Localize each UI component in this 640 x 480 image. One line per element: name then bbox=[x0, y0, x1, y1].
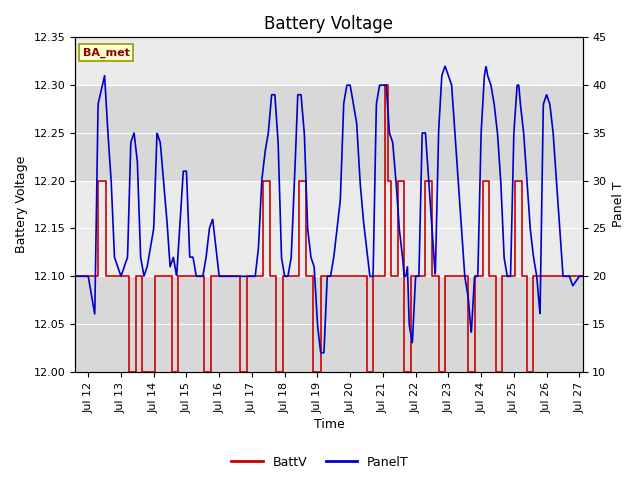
Legend: BattV, PanelT: BattV, PanelT bbox=[227, 451, 413, 474]
Bar bbox=[75, 276, 582, 372]
Title: Battery Voltage: Battery Voltage bbox=[264, 15, 394, 33]
X-axis label: Time: Time bbox=[314, 419, 344, 432]
Text: BA_met: BA_met bbox=[83, 48, 130, 58]
Y-axis label: Battery Voltage: Battery Voltage bbox=[15, 156, 28, 253]
Y-axis label: Panel T: Panel T bbox=[612, 182, 625, 228]
Bar bbox=[75, 85, 582, 180]
